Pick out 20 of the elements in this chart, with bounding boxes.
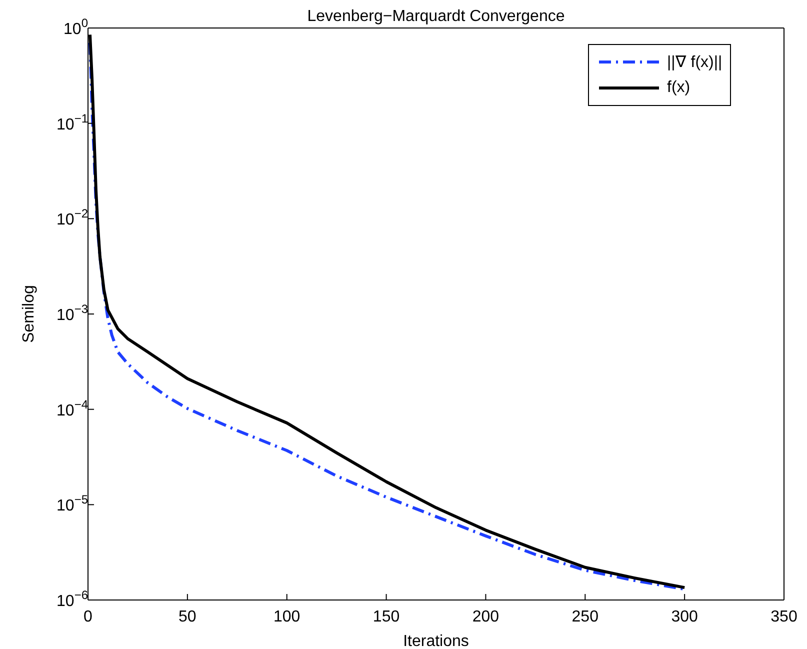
y-tick-label: 10$^{−4}$	[56, 397, 88, 420]
y-tick-label: 10$^{−2}$	[56, 206, 88, 229]
x-tick-label: 150	[372, 608, 400, 626]
x-tick-label: 0	[84, 608, 93, 626]
y-tick-label: 10$^{−6}$	[56, 588, 88, 610]
x-axis-title: Iterations	[403, 633, 469, 649]
chart-title: Levenberg−Marquardt Convergence	[306, 8, 566, 26]
y-axis-title: Semilog	[20, 285, 38, 343]
x-tick-label: 250	[572, 608, 599, 626]
y-tick-label: 10$^{−1}$	[56, 111, 88, 134]
y-tick-label: 10$^{−5}$	[56, 492, 88, 515]
x-tick-label: 350	[770, 608, 798, 626]
x-tick-label: 50	[178, 608, 196, 626]
legend-label: f(x)	[667, 79, 690, 97]
x-tick-label: 200	[472, 608, 500, 626]
legend-label: ||∇ f(x)||	[667, 53, 722, 72]
x-tick-label: 300	[671, 608, 698, 626]
x-tick-label: 100	[274, 608, 300, 626]
y-tick-label: 10$^{0}$	[64, 16, 88, 38]
y-tick-label: 10$^{−3}$	[56, 302, 88, 324]
